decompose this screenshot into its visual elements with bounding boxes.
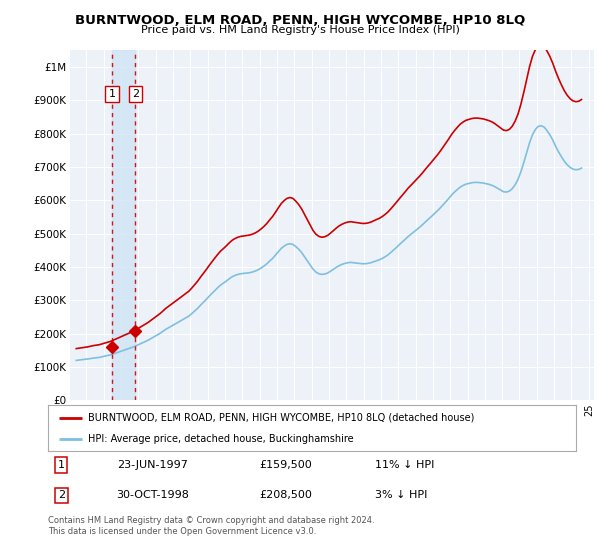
Text: 11% ↓ HPI: 11% ↓ HPI [376, 460, 435, 470]
Text: Contains HM Land Registry data © Crown copyright and database right 2024.
This d: Contains HM Land Registry data © Crown c… [48, 516, 374, 536]
Text: 3% ↓ HPI: 3% ↓ HPI [376, 491, 428, 501]
Text: 30-OCT-1998: 30-OCT-1998 [116, 491, 190, 501]
Text: 2: 2 [132, 88, 139, 99]
Text: BURNTWOOD, ELM ROAD, PENN, HIGH WYCOMBE, HP10 8LQ: BURNTWOOD, ELM ROAD, PENN, HIGH WYCOMBE,… [75, 14, 525, 27]
Text: £208,500: £208,500 [259, 491, 312, 501]
Text: HPI: Average price, detached house, Buckinghamshire: HPI: Average price, detached house, Buck… [88, 435, 353, 444]
Text: 23-JUN-1997: 23-JUN-1997 [116, 460, 188, 470]
Text: BURNTWOOD, ELM ROAD, PENN, HIGH WYCOMBE, HP10 8LQ (detached house): BURNTWOOD, ELM ROAD, PENN, HIGH WYCOMBE,… [88, 413, 474, 423]
Text: Price paid vs. HM Land Registry's House Price Index (HPI): Price paid vs. HM Land Registry's House … [140, 25, 460, 35]
Text: 2: 2 [58, 491, 65, 501]
Text: 1: 1 [109, 88, 115, 99]
Text: 1: 1 [58, 460, 65, 470]
Text: £159,500: £159,500 [259, 460, 312, 470]
Bar [112, 50, 136, 400]
